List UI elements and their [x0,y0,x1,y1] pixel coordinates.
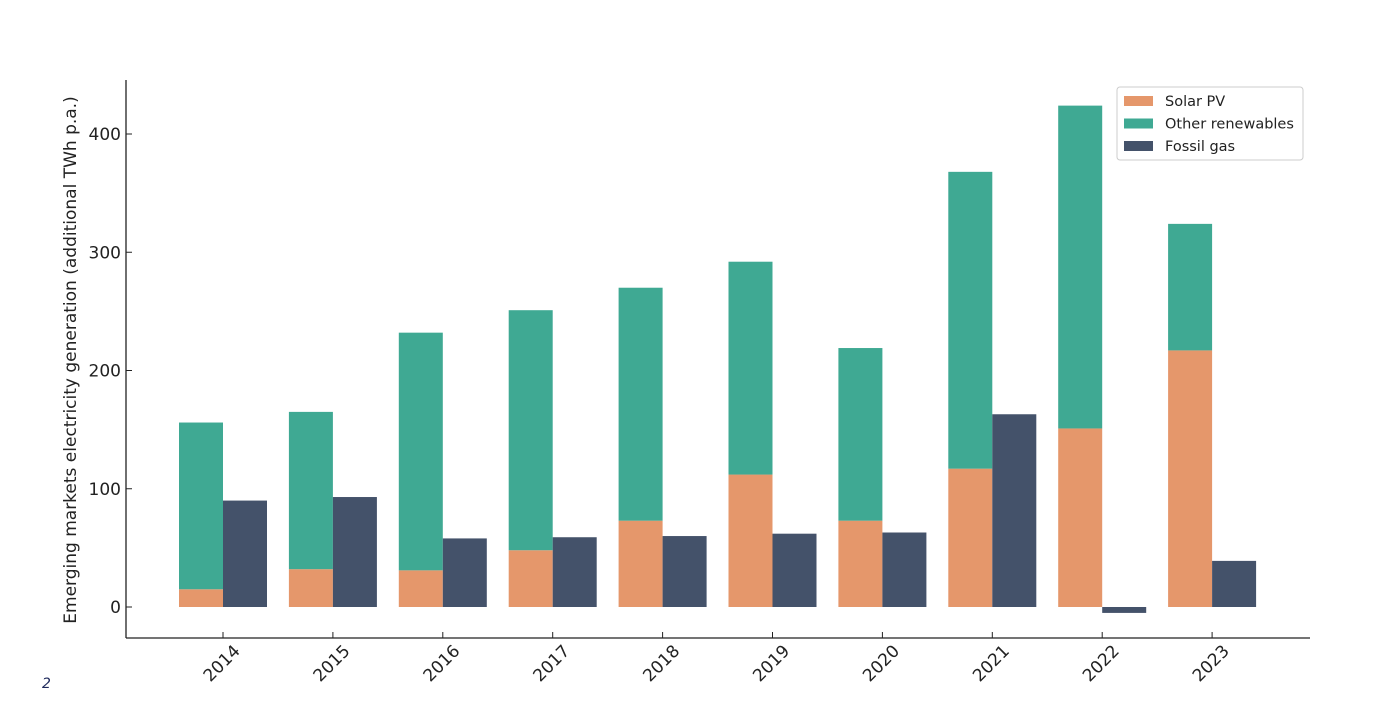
x-tick-label-2020: 2020 [859,641,904,686]
bar-other-renewables-2020 [838,348,883,521]
x-tick-label-2016: 2016 [420,641,465,686]
bar-solar-pv-2016 [398,570,443,607]
x-tick-label-2022: 2022 [1079,641,1124,686]
x-tick-label-2017: 2017 [530,641,575,686]
bar-other-renewables-2021 [948,171,993,469]
bar-solar-pv-2014 [179,589,223,607]
bar-fossil-gas-2023 [1212,560,1257,607]
bar-other-renewables-2015 [288,411,333,570]
bar-fossil-gas-2015 [332,497,377,607]
x-tick-label-2018: 2018 [639,641,684,686]
bar-fossil-gas-2022 [1102,607,1147,613]
x-tick-label-2014: 2014 [200,641,245,686]
y-tick-label-100: 100 [89,480,121,500]
bar-fossil-gas-2021 [992,414,1037,607]
bar-other-renewables-2019 [728,261,773,475]
x-tick-label-2019: 2019 [749,641,794,686]
bar-solar-pv-2017 [508,550,553,607]
legend-swatch-other [1124,118,1153,129]
bar-fossil-gas-2020 [882,532,927,607]
bar-solar-pv-2023 [1168,350,1213,607]
bar-other-renewables-2023 [1168,223,1213,351]
bar-solar-pv-2019 [728,474,773,607]
bar-solar-pv-2021 [948,468,993,607]
x-tick-label-2015: 2015 [310,641,355,686]
legend: Solar PV Other renewables Fossil gas [1116,86,1304,161]
legend-swatch-solar [1124,96,1153,106]
y-tick-label-300: 300 [89,243,121,263]
legend-box [1116,86,1304,161]
legend-label-other: Other renewables [1165,117,1294,133]
bar-fossil-gas-2017 [552,537,597,607]
y-tick-label-0: 0 [110,598,121,618]
x-tick-label-2021: 2021 [969,641,1014,686]
bar-solar-pv-2015 [288,569,333,607]
bar-fossil-gas-2014 [223,500,267,607]
bar-fossil-gas-2019 [772,533,817,607]
bar-solar-pv-2022 [1058,428,1103,607]
bar-other-renewables-2014 [179,422,223,590]
bar-other-renewables-2017 [508,310,553,551]
x-tick-label-2023: 2023 [1189,641,1234,686]
legend-label-gas: Fossil gas [1165,139,1235,155]
y-tick-label-400: 400 [89,125,121,145]
bar-other-renewables-2022 [1058,105,1103,429]
bar-solar-pv-2020 [838,520,883,607]
page-number: 2 [42,676,51,692]
legend-label-solar: Solar PV [1165,94,1225,110]
bar-fossil-gas-2016 [442,538,487,607]
bars-group [179,105,1257,613]
bar-solar-pv-2018 [618,520,663,607]
bar-other-renewables-2016 [398,332,443,571]
bar-fossil-gas-2018 [662,536,707,607]
y-axis-title: Emerging markets electricity generation … [61,96,81,623]
legend-swatch-gas [1124,141,1153,151]
y-tick-label-200: 200 [89,362,121,382]
bar-other-renewables-2018 [618,287,663,521]
